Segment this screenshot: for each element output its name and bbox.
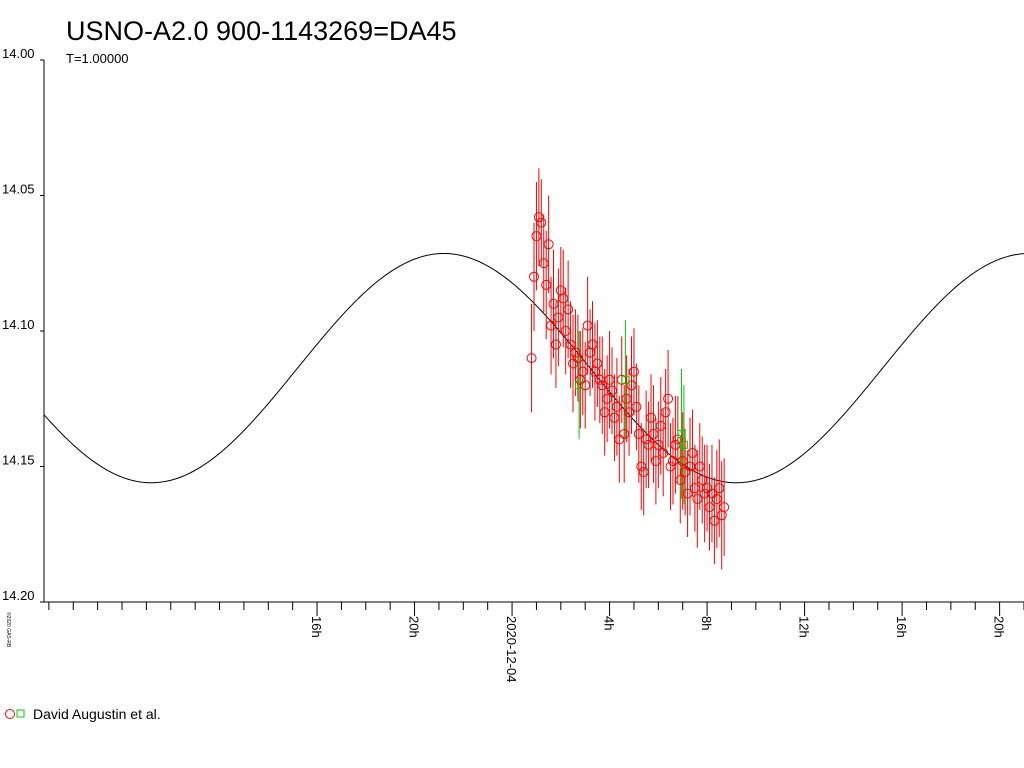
data-point-circle	[580, 380, 591, 391]
data-point-circle	[685, 461, 696, 472]
data-point-circle	[665, 461, 676, 472]
data-point-circle	[543, 239, 554, 250]
data-point-circle	[704, 502, 715, 513]
data-point-circle	[694, 461, 705, 472]
x-tick-label: 20h	[407, 616, 422, 638]
data-point-circle	[709, 515, 720, 526]
data-point-circle	[599, 407, 610, 418]
data-point-circle	[675, 475, 686, 486]
data-point-circle	[655, 420, 666, 431]
x-tick-label: 16h	[894, 616, 909, 638]
data-point-circle	[687, 447, 698, 458]
y-tick-label: 14.20	[2, 588, 35, 603]
data-point-circle	[638, 466, 649, 477]
data-point-circle	[689, 483, 700, 494]
data-point-circle	[636, 461, 647, 472]
data-point-circle	[621, 393, 632, 404]
data-point-circle	[641, 434, 652, 445]
data-point-circle	[550, 339, 561, 350]
data-point-circle	[646, 412, 657, 423]
data-point-circle	[604, 374, 615, 385]
data-point-circle	[660, 407, 671, 418]
chart-title: USNO-A2.0 900-1143269=DA45	[66, 16, 457, 46]
data-point-circle	[626, 380, 637, 391]
data-point-circle	[648, 428, 659, 439]
data-point-circle	[711, 494, 722, 505]
y-tick-label: 14.05	[2, 182, 35, 197]
data-point-circle	[631, 401, 642, 412]
data-point-circle	[607, 385, 618, 396]
data-point-circle	[546, 320, 557, 331]
x-tick-label: 12h	[797, 616, 812, 638]
data-point-circle	[697, 475, 708, 486]
data-point-circle	[541, 279, 552, 290]
data-point-circle	[714, 483, 725, 494]
data-point-circle	[677, 456, 688, 467]
y-axis-ticks: 14.00 14.05 14.10 14.15 14.20	[2, 46, 44, 603]
x-tick-label: 4h	[602, 616, 617, 630]
data-point-circle	[563, 304, 574, 315]
data-point-circle	[565, 339, 576, 350]
data-point-square	[677, 429, 686, 438]
data-point-circle	[663, 393, 674, 404]
copyright-note: ©2020 GAS-RB	[5, 612, 12, 648]
data-point-circle	[529, 271, 539, 282]
data-point-circle	[597, 380, 608, 391]
data-point-circle	[699, 488, 710, 499]
data-point-circle	[633, 428, 644, 439]
y-tick-label: 14.15	[2, 453, 35, 468]
data-point-circle	[628, 366, 639, 377]
data-point-circle	[553, 312, 564, 323]
data-point-circle	[619, 428, 630, 439]
data-point-circle	[616, 374, 627, 385]
chart-subtitle: T=1.00000	[66, 51, 129, 66]
data-point-circle	[611, 401, 622, 412]
x-axis-ticks: 16h 20h 2020-12-04 4h 8h 12h 16h 20h	[48, 602, 1024, 683]
data-point-circle	[643, 439, 654, 450]
legend: David Augustin et al.	[5, 706, 161, 722]
data-point-square	[621, 375, 630, 384]
legend-circle-marker	[5, 709, 15, 719]
data-point-circle	[536, 217, 547, 228]
data-point-circle	[531, 231, 542, 242]
data-point-circle	[558, 293, 569, 304]
data-point-circle	[560, 326, 571, 336]
data-point-circle	[533, 212, 544, 223]
data-point-circle	[670, 439, 681, 450]
data-point-circle	[587, 339, 598, 350]
data-point-circle	[594, 374, 605, 385]
data-point-circle	[582, 320, 593, 331]
data-point-circle	[526, 353, 537, 364]
x-tick-label: 2020-12-04	[504, 616, 519, 683]
data-point-circle	[570, 347, 581, 358]
x-tick-label: 16h	[309, 616, 324, 638]
data-point-circle	[650, 456, 661, 467]
legend-label: David Augustin et al.	[33, 706, 161, 722]
data-point-circle	[548, 298, 559, 309]
data-point-circle	[538, 258, 549, 269]
data-point-circle	[609, 412, 620, 423]
y-tick-label: 14.10	[2, 317, 35, 332]
y-tick-label: 14.00	[2, 46, 35, 61]
data-point-circle	[692, 494, 703, 505]
data-point-circle	[572, 353, 583, 364]
data-points-layer	[526, 168, 730, 570]
data-point-circle	[577, 366, 588, 377]
data-point-square	[679, 440, 688, 449]
legend-square-marker	[16, 709, 25, 718]
data-point-circle	[592, 358, 603, 369]
data-point-circle	[658, 447, 669, 458]
data-point-circle	[682, 488, 693, 499]
data-point-circle	[719, 502, 730, 513]
x-tick-label: 8h	[699, 616, 714, 630]
data-point-circle	[602, 393, 613, 404]
data-point-circle	[624, 407, 635, 418]
data-point-circle	[653, 439, 664, 450]
data-point-circle	[667, 456, 678, 467]
x-tick-label: 20h	[992, 616, 1007, 638]
data-point-square	[575, 381, 584, 390]
